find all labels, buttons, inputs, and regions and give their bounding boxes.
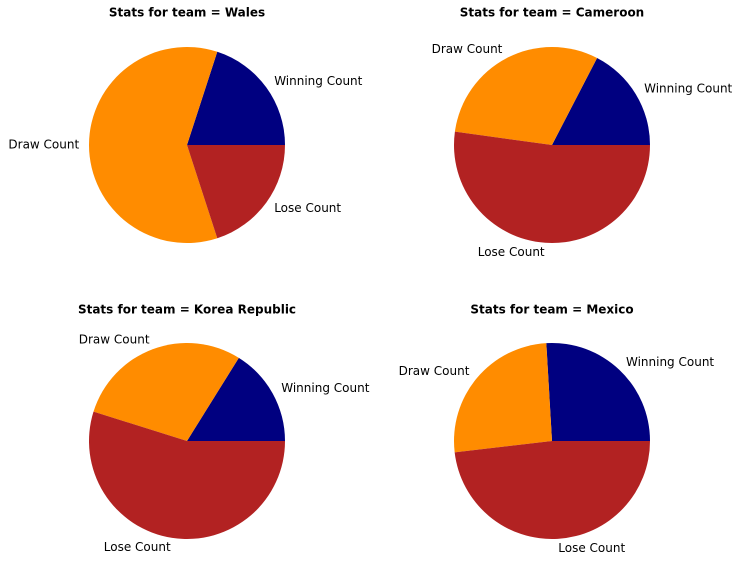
pie-slice <box>546 342 650 441</box>
slice-label: Lose Count <box>558 541 625 555</box>
slice-label: Winning Count <box>644 81 732 95</box>
slice-label: Draw Count <box>79 332 150 346</box>
slice-label: Winning Count <box>626 355 714 369</box>
chart-title: Stats for team = Mexico <box>470 303 633 317</box>
pie-slice <box>93 343 239 441</box>
pie-slice <box>187 51 285 145</box>
chart-title: Stats for team = Cameroon <box>460 6 644 20</box>
pie-slice <box>453 131 650 244</box>
slice-label: Winning Count <box>274 74 362 88</box>
slice-label: Draw Count <box>8 138 79 152</box>
slice-label: Lose Count <box>478 245 545 259</box>
pie-slice <box>454 343 552 453</box>
slice-label: Lose Count <box>104 540 171 554</box>
chart-title: Stats for team = Korea Republic <box>78 303 296 317</box>
slice-label: Winning Count <box>281 381 369 395</box>
pie-slice <box>187 145 285 239</box>
pie-slice <box>89 411 286 539</box>
pie-slice <box>454 46 598 145</box>
slice-label: Lose Count <box>274 201 341 215</box>
pie-slice <box>88 46 218 243</box>
slice-label: Draw Count <box>399 364 470 378</box>
pie-slice <box>454 441 650 540</box>
slice-label: Draw Count <box>432 42 503 56</box>
pie-slice <box>552 57 650 146</box>
chart-title: Stats for team = Wales <box>109 6 265 20</box>
pie-slice <box>187 357 285 441</box>
